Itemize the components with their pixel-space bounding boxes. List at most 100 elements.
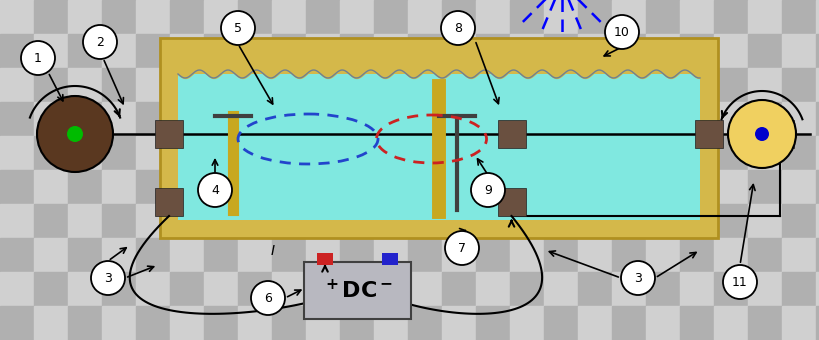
Bar xyxy=(713,238,747,272)
Circle shape xyxy=(197,173,232,207)
Bar xyxy=(373,34,408,68)
Bar xyxy=(747,306,781,340)
Bar xyxy=(509,272,543,306)
Bar xyxy=(238,102,272,136)
Bar xyxy=(373,68,408,102)
Bar xyxy=(509,34,543,68)
Bar xyxy=(136,68,170,102)
Bar xyxy=(543,68,577,102)
Bar xyxy=(0,34,34,68)
Bar xyxy=(34,204,68,238)
Bar xyxy=(713,170,747,204)
Bar xyxy=(747,238,781,272)
Bar xyxy=(577,170,611,204)
Bar xyxy=(34,102,68,136)
Bar xyxy=(408,136,441,170)
Bar xyxy=(441,272,475,306)
Bar xyxy=(509,238,543,272)
Bar xyxy=(781,238,815,272)
Bar xyxy=(679,0,713,34)
Bar xyxy=(34,170,68,204)
Circle shape xyxy=(251,281,285,315)
Bar xyxy=(102,68,136,102)
Bar xyxy=(509,102,543,136)
Bar xyxy=(0,204,34,238)
Bar xyxy=(611,136,645,170)
Bar xyxy=(34,272,68,306)
Bar xyxy=(68,306,102,340)
Bar xyxy=(475,68,509,102)
Bar xyxy=(340,272,373,306)
Bar xyxy=(238,306,272,340)
Bar xyxy=(204,136,238,170)
Bar xyxy=(238,204,272,238)
Bar xyxy=(373,204,408,238)
Circle shape xyxy=(445,231,478,265)
Bar xyxy=(509,204,543,238)
Bar xyxy=(543,0,577,34)
Bar xyxy=(765,120,793,148)
Bar xyxy=(102,102,136,136)
Bar xyxy=(238,272,272,306)
Bar xyxy=(781,0,815,34)
Bar xyxy=(204,238,238,272)
Bar xyxy=(34,238,68,272)
Bar xyxy=(475,306,509,340)
Bar xyxy=(577,238,611,272)
Circle shape xyxy=(470,173,505,207)
Bar xyxy=(543,102,577,136)
Bar xyxy=(815,34,819,68)
Bar xyxy=(543,272,577,306)
Bar xyxy=(272,170,305,204)
Bar xyxy=(170,170,204,204)
Bar xyxy=(713,34,747,68)
Bar xyxy=(340,204,373,238)
Bar xyxy=(497,188,525,216)
Bar xyxy=(136,272,170,306)
Bar xyxy=(238,170,272,204)
Bar xyxy=(815,272,819,306)
Bar xyxy=(679,170,713,204)
Bar xyxy=(102,34,136,68)
Bar xyxy=(272,0,305,34)
Bar xyxy=(68,34,102,68)
Bar xyxy=(509,306,543,340)
Bar xyxy=(272,34,305,68)
Bar xyxy=(509,68,543,102)
Bar xyxy=(645,102,679,136)
Bar xyxy=(441,34,475,68)
Circle shape xyxy=(727,100,795,168)
Bar xyxy=(577,34,611,68)
Bar xyxy=(102,136,136,170)
Text: 3: 3 xyxy=(633,272,641,285)
Bar xyxy=(679,238,713,272)
Bar xyxy=(441,306,475,340)
Bar xyxy=(340,170,373,204)
Bar xyxy=(441,68,475,102)
Bar xyxy=(611,102,645,136)
Bar xyxy=(340,238,373,272)
Bar xyxy=(679,272,713,306)
Bar xyxy=(155,188,183,216)
Bar xyxy=(408,238,441,272)
Bar xyxy=(305,34,340,68)
Bar xyxy=(238,0,272,34)
Bar xyxy=(713,102,747,136)
Bar xyxy=(170,68,204,102)
Bar xyxy=(136,34,170,68)
Circle shape xyxy=(21,41,55,75)
Circle shape xyxy=(91,261,124,295)
Bar xyxy=(611,170,645,204)
Bar xyxy=(543,238,577,272)
Bar xyxy=(136,0,170,34)
Bar xyxy=(781,136,815,170)
Bar xyxy=(0,306,34,340)
Bar xyxy=(781,170,815,204)
Bar xyxy=(102,0,136,34)
Bar xyxy=(305,238,340,272)
Bar xyxy=(0,170,34,204)
Bar xyxy=(68,170,102,204)
Bar xyxy=(747,0,781,34)
Bar xyxy=(170,272,204,306)
Bar xyxy=(781,306,815,340)
